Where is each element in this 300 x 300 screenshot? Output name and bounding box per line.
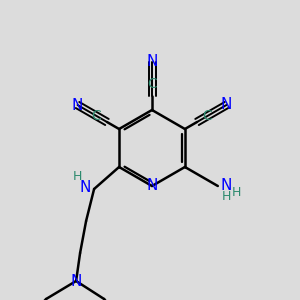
Text: N: N bbox=[72, 98, 83, 112]
Text: N: N bbox=[146, 55, 158, 70]
Text: N: N bbox=[221, 98, 232, 112]
Text: C: C bbox=[202, 109, 212, 123]
Text: H: H bbox=[232, 185, 241, 199]
Text: N: N bbox=[80, 179, 91, 194]
Text: N: N bbox=[146, 178, 158, 194]
Text: H: H bbox=[72, 170, 82, 184]
Text: C: C bbox=[92, 109, 101, 123]
Text: N: N bbox=[221, 178, 232, 193]
Text: C: C bbox=[147, 77, 157, 91]
Text: N: N bbox=[70, 274, 82, 289]
Text: H: H bbox=[222, 190, 231, 202]
